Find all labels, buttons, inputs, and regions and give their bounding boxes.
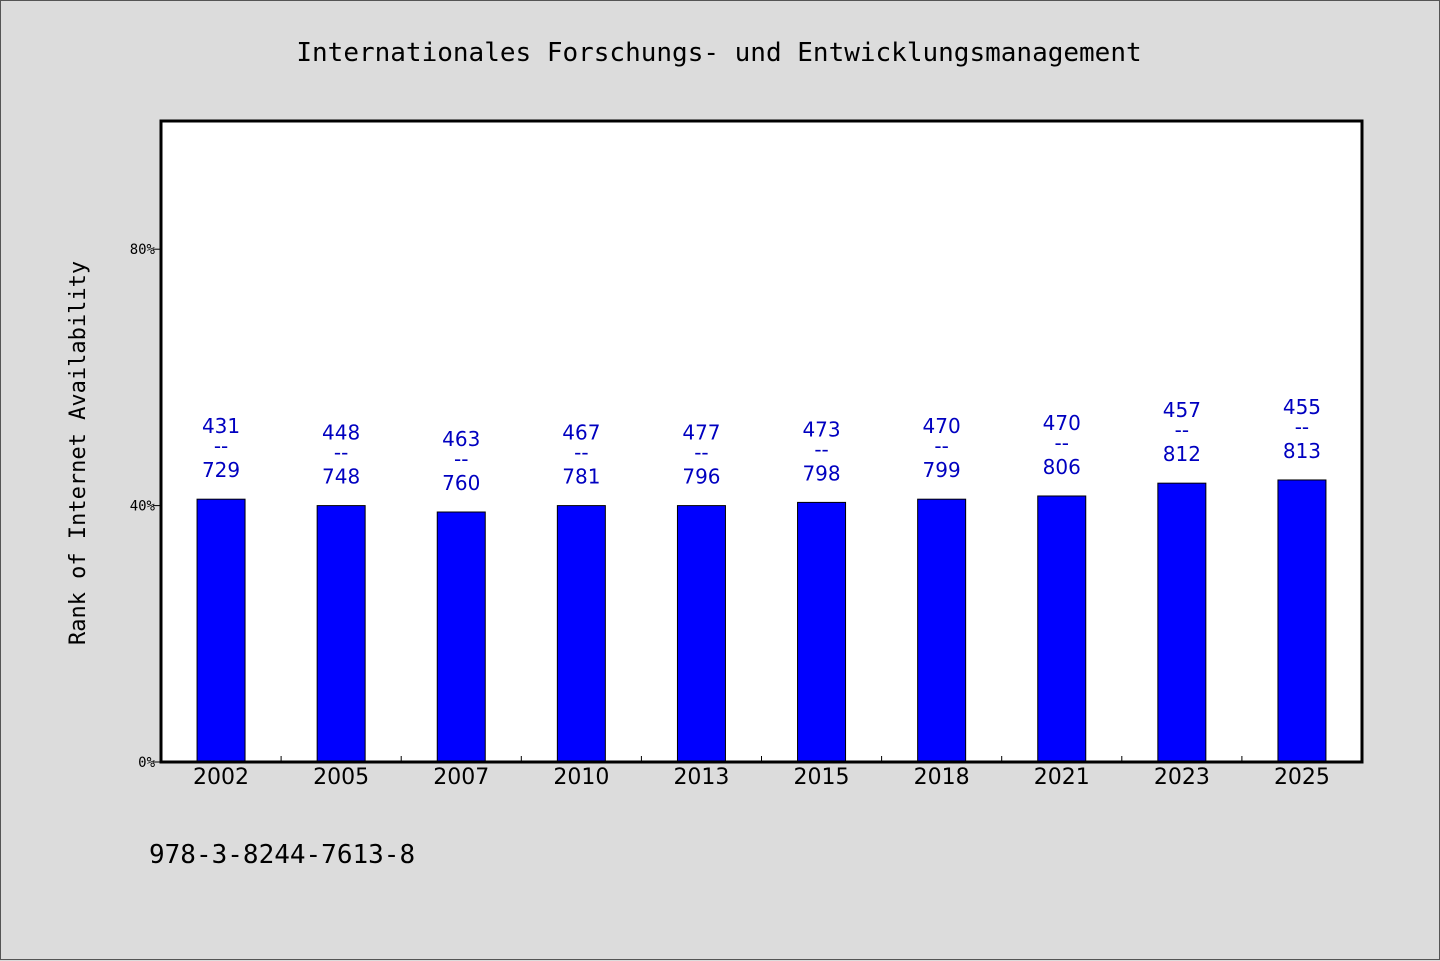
bar-data-label: 470 — [1043, 411, 1081, 435]
bar-data-label: 457 — [1163, 398, 1201, 422]
bar-data-label: 799 — [923, 458, 961, 482]
bar-data-label: 431 — [202, 414, 240, 438]
bar — [1037, 495, 1087, 763]
bar — [797, 501, 847, 763]
bar — [1157, 482, 1207, 763]
bar-data-label: -- — [214, 434, 228, 458]
bar-data-label: -- — [814, 437, 828, 461]
bar — [316, 505, 366, 763]
bar-data-label: 448 — [322, 421, 360, 445]
bar-data-label: 455 — [1283, 395, 1321, 419]
y-tick-label: 0% — [138, 755, 155, 771]
x-tick-label: 2007 — [433, 765, 489, 790]
bar-data-label: 813 — [1283, 439, 1321, 463]
bar-data-label: 760 — [442, 471, 480, 495]
x-tick-label: 2023 — [1154, 765, 1210, 790]
x-tick-label: 2018 — [914, 765, 970, 790]
y-tick-label: 80% — [130, 242, 156, 258]
bar — [917, 498, 967, 763]
bar-data-label: -- — [934, 434, 948, 458]
bar-data-label: 463 — [442, 427, 480, 451]
bar — [196, 498, 246, 763]
bar-data-label: 467 — [562, 421, 600, 445]
x-tick-label: 2002 — [193, 765, 249, 790]
bar-data-label: 796 — [682, 465, 720, 489]
bar-data-label: -- — [454, 447, 468, 471]
data-labels: 431--729448--748463--760467--781477--796… — [202, 395, 1321, 495]
x-tick-label: 2021 — [1034, 765, 1090, 790]
bar-data-label: 812 — [1163, 442, 1201, 466]
bar-data-label: -- — [1055, 431, 1069, 455]
bar-data-label: 473 — [802, 417, 840, 441]
bar — [556, 505, 606, 763]
x-tick-label: 2025 — [1274, 765, 1330, 790]
isbn-text: 978-3-8244-7613-8 — [149, 840, 415, 870]
bar — [676, 505, 726, 763]
chart-title: Internationales Forschungs- und Entwickl… — [296, 38, 1141, 68]
bar-data-label: 781 — [562, 465, 600, 489]
x-axis-ticks: 2002 2005 2007 2010 2013 2015 2018 2021 2023 2025 — [193, 756, 1330, 790]
bars — [196, 479, 1327, 763]
bar-data-label: 806 — [1043, 455, 1081, 479]
bar-data-label: 748 — [322, 465, 360, 489]
bar-data-label: 729 — [202, 458, 240, 482]
bar — [436, 511, 486, 763]
y-axis-label: Rank of Internet Availability — [66, 261, 91, 645]
plot-border — [159, 119, 1364, 764]
y-tick-label: 40% — [130, 499, 156, 515]
y-axis-ticks: 0% 40% 80% — [130, 242, 161, 771]
bar — [1277, 479, 1327, 763]
bar-data-label: -- — [1175, 418, 1189, 442]
bar-data-label: -- — [334, 441, 348, 465]
x-tick-label: 2015 — [794, 765, 850, 790]
x-tick-label: 2013 — [673, 765, 729, 790]
x-tick-label: 2010 — [553, 765, 609, 790]
x-tick-label: 2005 — [313, 765, 369, 790]
bar-data-label: 470 — [923, 414, 961, 438]
bar-data-label: -- — [574, 441, 588, 465]
bar-data-label: -- — [1295, 415, 1309, 439]
bar-data-label: 477 — [682, 421, 720, 445]
bar-data-label: 798 — [802, 461, 840, 485]
bar-data-label: -- — [694, 441, 708, 465]
